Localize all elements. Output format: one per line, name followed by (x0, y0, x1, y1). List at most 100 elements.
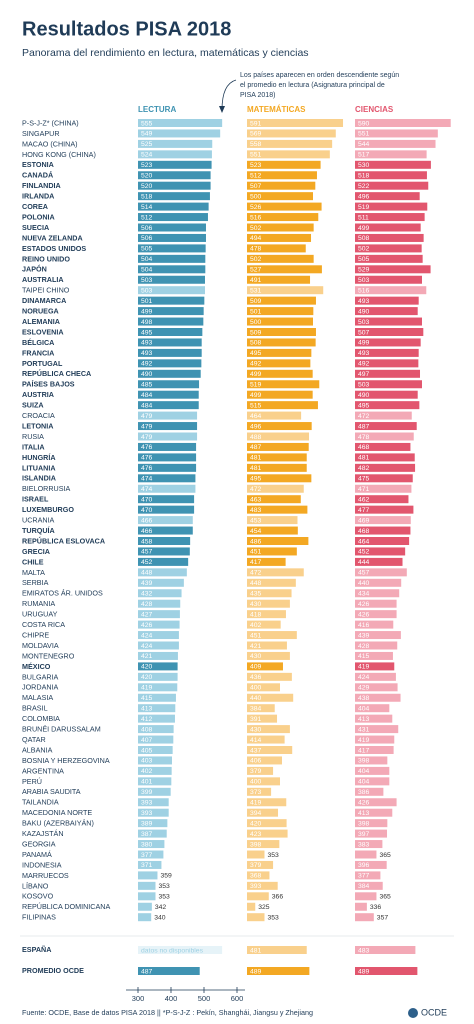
value-label: 448 (141, 570, 153, 577)
bar (138, 829, 167, 838)
bar (247, 150, 330, 159)
category-label: HUNGRÍA (22, 453, 56, 462)
value-label: 430 (250, 726, 262, 733)
category-label: PORTUGAL (22, 359, 63, 368)
bar (247, 265, 322, 274)
bar (247, 223, 314, 232)
value-label: 484 (141, 392, 153, 399)
category-label: PERÚ (22, 777, 42, 786)
category-label: FRANCIA (22, 348, 54, 357)
bar (138, 139, 213, 148)
value-label: 490 (358, 308, 370, 315)
value-label: 491 (250, 277, 262, 284)
bar (355, 735, 395, 744)
bar (138, 432, 198, 441)
value-label: 590 (358, 120, 370, 127)
category-label: KOSOVO (22, 892, 54, 901)
bar (138, 202, 209, 211)
value-label: 493 (358, 350, 370, 357)
bar (355, 495, 409, 504)
value-label: 475 (358, 476, 370, 483)
note-arrowhead (219, 106, 225, 113)
value-label: 508 (358, 235, 370, 242)
bar (355, 641, 398, 650)
bar (355, 819, 388, 828)
category-label: CHILE (22, 557, 44, 566)
value-label: 496 (358, 193, 370, 200)
bar (138, 369, 201, 378)
missing-label: datos no disponibles (141, 947, 204, 954)
bar (355, 568, 407, 577)
bar (247, 537, 309, 545)
value-label: 515 (250, 402, 262, 409)
value-label: 502 (250, 256, 262, 263)
bar (355, 967, 418, 975)
category-label: TURQUÍA (22, 526, 55, 535)
value-label: 512 (141, 214, 153, 221)
value-label: 470 (141, 496, 153, 503)
value-label: 508 (250, 340, 262, 347)
category-label: REPÚBLICA CHECA (22, 369, 91, 378)
bar (355, 913, 374, 922)
value-label: 452 (141, 559, 153, 566)
category-label: MOLDAVIA (22, 641, 59, 650)
category-label: LITUANIA (22, 463, 56, 472)
value-label: 519 (250, 382, 262, 389)
value-label: 506 (141, 235, 153, 242)
bar (355, 714, 393, 723)
bar (138, 589, 182, 598)
bar (247, 881, 278, 890)
value-label: 416 (358, 622, 370, 629)
value-label: 419 (358, 737, 370, 744)
note: Los países aparecen en orden descendient… (240, 72, 399, 79)
value-label: 499 (250, 392, 262, 399)
bar (247, 505, 308, 514)
bar (355, 589, 400, 598)
value-label: 420 (141, 674, 153, 681)
value-label: 569 (250, 131, 262, 138)
value-label: 408 (141, 726, 153, 733)
bar (138, 547, 190, 556)
bar (138, 171, 211, 180)
value-label: 414 (250, 737, 262, 744)
value-label: 438 (358, 695, 370, 702)
value-label: 479 (141, 434, 153, 441)
value-label: 398 (358, 758, 370, 765)
value-label: 481 (250, 947, 262, 954)
value-label: 523 (250, 162, 262, 169)
bar (138, 150, 212, 159)
value-label: 558 (250, 141, 262, 148)
bar (138, 537, 191, 545)
category-label: LUXEMBURGO (22, 505, 74, 514)
category-label: CHIPRE (22, 630, 49, 639)
value-label: 419 (141, 685, 153, 692)
bar (247, 589, 292, 598)
value-label: 464 (358, 538, 370, 545)
bar (247, 714, 278, 723)
bar (247, 860, 274, 869)
bar (355, 359, 419, 368)
logo: OCDE (421, 1007, 447, 1017)
value-label: 400 (250, 685, 262, 692)
category-label: BRASIL (22, 704, 48, 713)
bar (138, 474, 196, 483)
bar (138, 777, 172, 786)
bar (138, 233, 206, 242)
value-label: 417 (250, 559, 262, 566)
value-label: 400 (250, 779, 262, 786)
category-label: JORDANIA (22, 683, 59, 692)
value-label: 365 (379, 894, 391, 901)
value-label: 428 (141, 601, 153, 608)
value-label: 466 (141, 517, 153, 524)
value-label: 424 (141, 643, 153, 650)
bar (355, 516, 411, 525)
bar (247, 307, 314, 316)
bar (247, 474, 312, 483)
bar (247, 192, 313, 201)
value-label: 478 (250, 246, 262, 253)
value-label: 505 (358, 256, 370, 263)
value-label: 514 (141, 204, 153, 211)
value-label: 474 (141, 476, 153, 483)
value-label: 500 (250, 319, 262, 326)
category-label: MARRUECOS (22, 871, 69, 880)
